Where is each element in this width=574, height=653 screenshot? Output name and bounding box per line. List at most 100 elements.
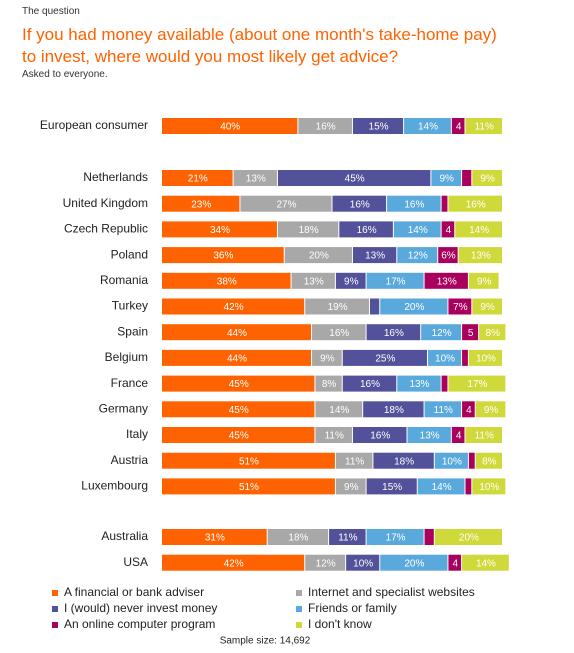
value-label: 18% — [288, 533, 308, 544]
value-label: 45% — [229, 431, 249, 442]
value-label: 16% — [357, 225, 377, 236]
value-label: 10% — [442, 456, 462, 467]
bar-segment — [424, 529, 434, 545]
note: Sample size: 14,692 — [220, 636, 311, 647]
bar-segment — [448, 298, 472, 315]
bar-segment — [335, 272, 366, 289]
value-label: 5 — [468, 328, 474, 339]
bar-segment — [339, 221, 393, 238]
bar-segment — [298, 118, 352, 134]
value-label: 31% — [205, 533, 225, 544]
value-label: 6% — [441, 251, 456, 262]
value-label: 16% — [370, 431, 390, 442]
legend-label: Friends or family — [308, 601, 397, 615]
bar-segment — [434, 452, 468, 469]
bar-segment — [277, 221, 339, 238]
bar-segment — [387, 195, 441, 212]
bar-segment — [335, 478, 366, 495]
value-label: 9% — [480, 174, 495, 185]
bar-segment — [424, 401, 462, 418]
bar-segment — [448, 554, 462, 571]
bar-segment — [404, 118, 451, 134]
value-label: 16% — [350, 199, 370, 210]
value-label: 34% — [210, 225, 230, 236]
bar-segment — [162, 324, 312, 341]
y-tick-label: Poland — [111, 247, 148, 261]
value-label: 13% — [304, 276, 324, 287]
bar-segment — [451, 118, 465, 134]
value-label: 45% — [229, 379, 249, 390]
bar-segment — [162, 247, 284, 264]
bar-segment — [312, 349, 342, 366]
value-label: 15% — [382, 482, 402, 493]
bar-segment — [475, 401, 506, 418]
y-tick-label: France — [111, 376, 149, 390]
value-label: 21% — [188, 174, 208, 185]
value-label: 45% — [345, 174, 365, 185]
bar-segment — [315, 375, 342, 392]
bar-segment — [393, 221, 441, 238]
y-tick-label: Italy — [126, 427, 148, 441]
value-label: 11% — [434, 405, 453, 416]
bar-segment — [462, 554, 509, 571]
bar-segment — [366, 324, 421, 341]
bar-segment — [366, 529, 424, 545]
y-tick-label: Luxembourg — [81, 479, 148, 493]
value-label: 17% — [467, 379, 487, 390]
bar-segment — [448, 195, 502, 212]
bar-segment — [438, 247, 458, 264]
bar-segment — [352, 118, 404, 134]
bar-segment — [335, 452, 373, 469]
bar-segment — [162, 118, 298, 134]
bar-segment — [448, 375, 506, 392]
bar-segment — [366, 272, 424, 289]
value-label: 17% — [386, 533, 406, 544]
value-label: 44% — [227, 354, 247, 365]
bar-segment — [472, 478, 506, 495]
bar-segment — [346, 554, 380, 571]
legend-swatch — [296, 606, 302, 612]
bar-segment — [424, 272, 468, 289]
bar-segment — [434, 529, 502, 545]
bar-segment — [441, 375, 448, 392]
value-label: 9% — [477, 276, 492, 287]
bar-segment — [277, 170, 431, 186]
legend-swatch — [52, 590, 58, 596]
bar-segment — [479, 324, 506, 341]
bar-segment — [329, 529, 366, 545]
bar-segment — [315, 427, 352, 443]
bar-segment — [162, 375, 315, 392]
value-label: 7% — [453, 302, 468, 313]
value-label: 9% — [484, 405, 499, 416]
bar-segment — [421, 324, 462, 341]
legend-label: I (would) never invest money — [64, 601, 217, 615]
value-label: 11% — [345, 456, 364, 467]
chart-title: If you had money available (about one mo… — [22, 25, 497, 66]
bar-segment — [162, 272, 291, 289]
value-label: 44% — [227, 328, 247, 339]
value-label: 9% — [344, 276, 359, 287]
value-label: 10% — [353, 558, 373, 569]
value-label: 20% — [309, 251, 329, 262]
bar-segment — [451, 427, 465, 443]
value-label: 10% — [479, 482, 499, 493]
bar-segment — [472, 298, 502, 315]
bar-segment — [162, 401, 315, 418]
bar-segment — [342, 349, 427, 366]
kicker: The question — [22, 6, 80, 17]
value-label: 12% — [432, 328, 452, 339]
value-label: 19% — [328, 302, 348, 313]
bar-segment — [233, 170, 277, 186]
value-label: 9% — [480, 302, 495, 313]
bar-segment — [162, 298, 305, 315]
value-label: 23% — [191, 199, 211, 210]
value-label: 20% — [459, 533, 479, 544]
value-label: 17% — [386, 276, 406, 287]
legend-label: A financial or bank adviser — [64, 585, 204, 599]
bar-segment — [332, 195, 387, 212]
bar-segment — [363, 401, 424, 418]
bar-segment — [162, 427, 315, 443]
value-label: 40% — [220, 122, 240, 133]
